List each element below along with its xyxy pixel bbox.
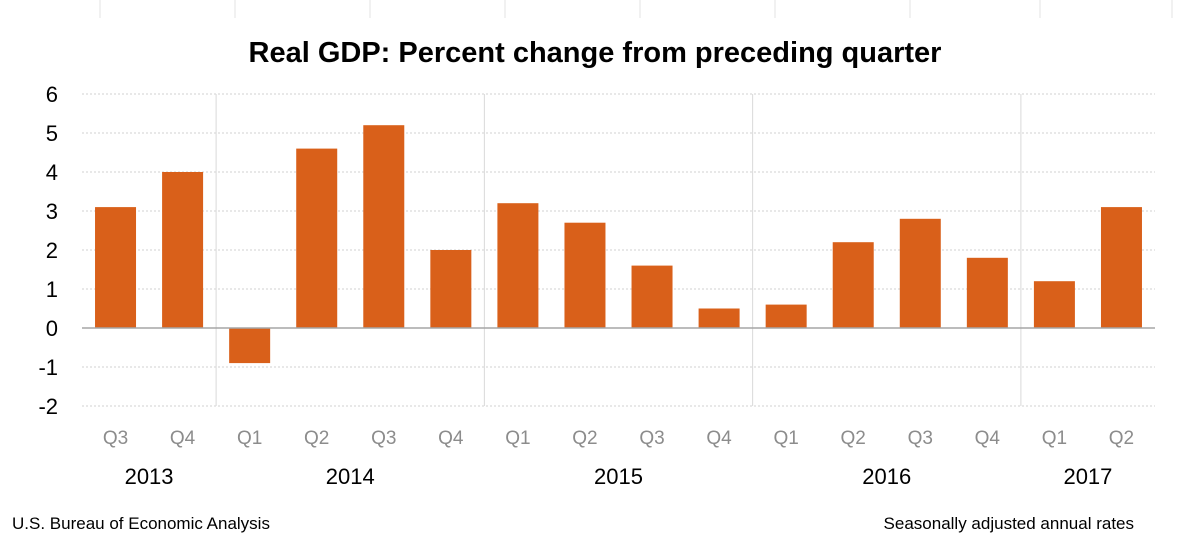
bar-q2 [564, 222, 606, 328]
x-tick-label: Q3 [371, 428, 396, 449]
note-label: Seasonally adjusted annual rates [884, 514, 1134, 533]
x-tick-label: Q3 [908, 428, 933, 449]
bar-q3 [363, 125, 405, 328]
x-tick-label: Q1 [237, 428, 262, 449]
bar-q4 [430, 250, 472, 328]
y-tick-label: -1 [38, 355, 58, 380]
x-tick-label: Q4 [975, 428, 1001, 449]
bar-q2 [296, 148, 338, 328]
y-tick-label: -2 [38, 394, 58, 419]
y-axis: 6 5 4 3 2 1 0 -1 -2 [38, 82, 58, 419]
bar-q1 [497, 203, 539, 328]
bar-q3 [899, 218, 941, 328]
year-label: 2013 [125, 464, 174, 489]
x-tick-label: Q3 [103, 428, 128, 449]
bar-q4 [966, 257, 1008, 328]
y-tick-label: 1 [46, 277, 58, 302]
x-tick-label: Q4 [438, 428, 464, 449]
bar-q3 [95, 207, 137, 328]
year-label: 2016 [862, 464, 911, 489]
y-tick-label: 3 [46, 199, 58, 224]
bar-q1 [765, 304, 807, 328]
x-tick-label: Q1 [505, 428, 530, 449]
x-tick-label: Q4 [706, 428, 732, 449]
year-label: 2015 [594, 464, 643, 489]
year-label: 2014 [326, 464, 375, 489]
x-tick-label: Q1 [1042, 428, 1067, 449]
bars [82, 125, 1155, 364]
x-tick-label: Q2 [1109, 428, 1134, 449]
y-tick-label: 6 [46, 82, 58, 107]
x-tick-label: Q3 [639, 428, 664, 449]
bar-q1 [229, 328, 271, 364]
x-tick-label: Q4 [170, 428, 196, 449]
bar-q2 [832, 242, 874, 328]
source-label: U.S. Bureau of Economic Analysis [12, 514, 270, 533]
x-tick-label: Q2 [841, 428, 866, 449]
top-gridlines [99, 0, 1173, 18]
y-tick-label: 5 [46, 121, 58, 146]
bar-q2 [1100, 207, 1142, 328]
x-tick-label: Q1 [773, 428, 798, 449]
chart-title: Real GDP: Percent change from preceding … [249, 37, 942, 69]
x-tick-label: Q2 [572, 428, 597, 449]
bar-q3 [631, 265, 673, 328]
y-tick-label: 0 [46, 316, 58, 341]
gridlines [82, 93, 1155, 407]
x-axis: 2013 2014 2015 2016 2017 Q3 Q4 Q1 Q2 Q3 Q4 Q1 Q2 Q3 Q4… [103, 428, 1134, 489]
bar-q1 [1033, 281, 1075, 328]
bar-q4 [698, 308, 740, 328]
x-tick-label: Q2 [304, 428, 329, 449]
y-tick-label: 4 [46, 160, 58, 185]
year-label: 2017 [1063, 464, 1112, 489]
y-tick-label: 2 [46, 238, 58, 263]
bar-q4 [162, 172, 204, 328]
